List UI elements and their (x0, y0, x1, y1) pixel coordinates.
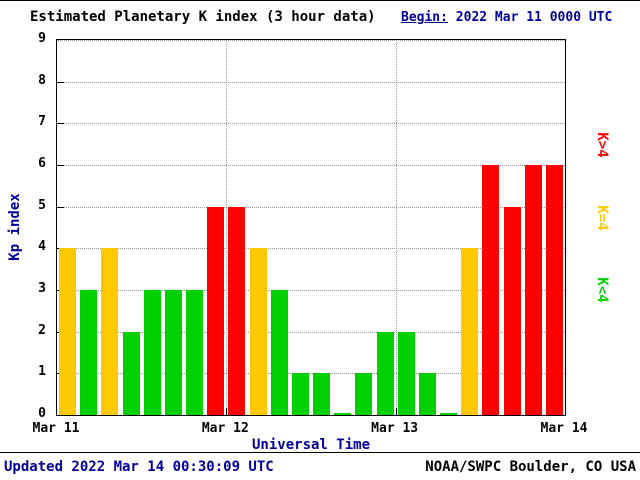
y-tick-label: 2 (38, 322, 46, 338)
gridline-vertical (395, 40, 397, 415)
gridline-horizontal (57, 248, 565, 250)
kp-bar (122, 331, 140, 415)
gridline-horizontal (57, 331, 565, 333)
kp-bar (334, 413, 352, 415)
kp-bar (59, 248, 77, 415)
y-tick-label: 5 (38, 197, 46, 213)
source-credit: NOAA/SWPC Boulder, CO USA (425, 459, 636, 475)
x-axis-title: Universal Time (251, 437, 371, 453)
y-tick-label: 6 (38, 156, 46, 171)
kp-bar (270, 290, 288, 415)
kp-bar (249, 248, 267, 415)
x-tick-label: Mar 11 (32, 421, 80, 436)
kp-bar (397, 331, 415, 415)
legend-k-eq-4: K=4 (594, 205, 610, 231)
gridline-horizontal (57, 123, 565, 125)
kp-bar (503, 206, 521, 415)
y-axis-tick (57, 123, 64, 125)
kp-bar (313, 373, 331, 415)
plot-area (56, 39, 566, 416)
y-axis-tick (57, 81, 64, 83)
y-axis-tick (57, 206, 64, 208)
y-tick-label: 0 (38, 406, 46, 421)
kp-bar (418, 373, 436, 415)
gridline-horizontal (57, 373, 565, 375)
kp-bar (80, 290, 98, 415)
gridline-horizontal (57, 206, 565, 208)
begin-label: Begin: (401, 10, 448, 25)
kp-bar (545, 165, 563, 415)
kp-bar (461, 248, 479, 415)
x-axis-tick (226, 408, 228, 415)
y-tick-label: 8 (38, 72, 46, 88)
y-axis-tick (57, 165, 64, 166)
x-tick-label: Mar 13 (371, 421, 419, 436)
gridline-horizontal (57, 165, 565, 166)
x-axis-tick-labels: Mar 11 Mar 12 Mar 13 Mar 14 (33, 421, 588, 437)
kp-bar (186, 290, 204, 415)
x-tick-label: Mar 14 (540, 421, 588, 436)
kp-bar (164, 290, 182, 415)
kp-bar (143, 290, 161, 415)
y-axis-tick-labels: 0 1 2 3 4 5 6 7 8 9 (16, 31, 46, 421)
kp-bar (291, 373, 309, 415)
y-tick-label: 7 (38, 114, 46, 130)
kp-bar (376, 331, 394, 415)
y-tick-label: 1 (38, 364, 46, 380)
y-tick-label: 9 (38, 31, 46, 46)
gridline-horizontal (57, 290, 565, 291)
legend-k-gt-4: K>4 (594, 132, 610, 158)
updated-timestamp: Updated 2022 Mar 14 00:30:09 UTC (4, 459, 274, 475)
y-tick-label: 4 (38, 239, 46, 255)
y-tick-label: 3 (38, 281, 46, 296)
chart-title: Estimated Planetary K index (3 hour data… (30, 9, 376, 25)
gridline-vertical (226, 40, 228, 415)
kp-bar (524, 165, 542, 415)
begin-value: 2022 Mar 11 0000 UTC (455, 10, 613, 25)
kp-bar (207, 206, 225, 415)
legend-k-lt-4: K<4 (594, 277, 610, 303)
gridline-horizontal (57, 40, 565, 41)
kp-bar (482, 165, 500, 415)
x-tick-label: Mar 12 (201, 421, 249, 436)
kp-bar (101, 248, 119, 415)
top-border-line (0, 0, 640, 1)
kp-bar (440, 413, 458, 415)
kp-bar (355, 373, 373, 415)
begin-timestamp: Begin: 2022 Mar 11 0000 UTC (401, 10, 612, 25)
kp-bar (228, 206, 246, 415)
x-axis-tick (395, 408, 397, 415)
gridline-horizontal (57, 81, 565, 83)
footer-divider-line (0, 452, 640, 453)
